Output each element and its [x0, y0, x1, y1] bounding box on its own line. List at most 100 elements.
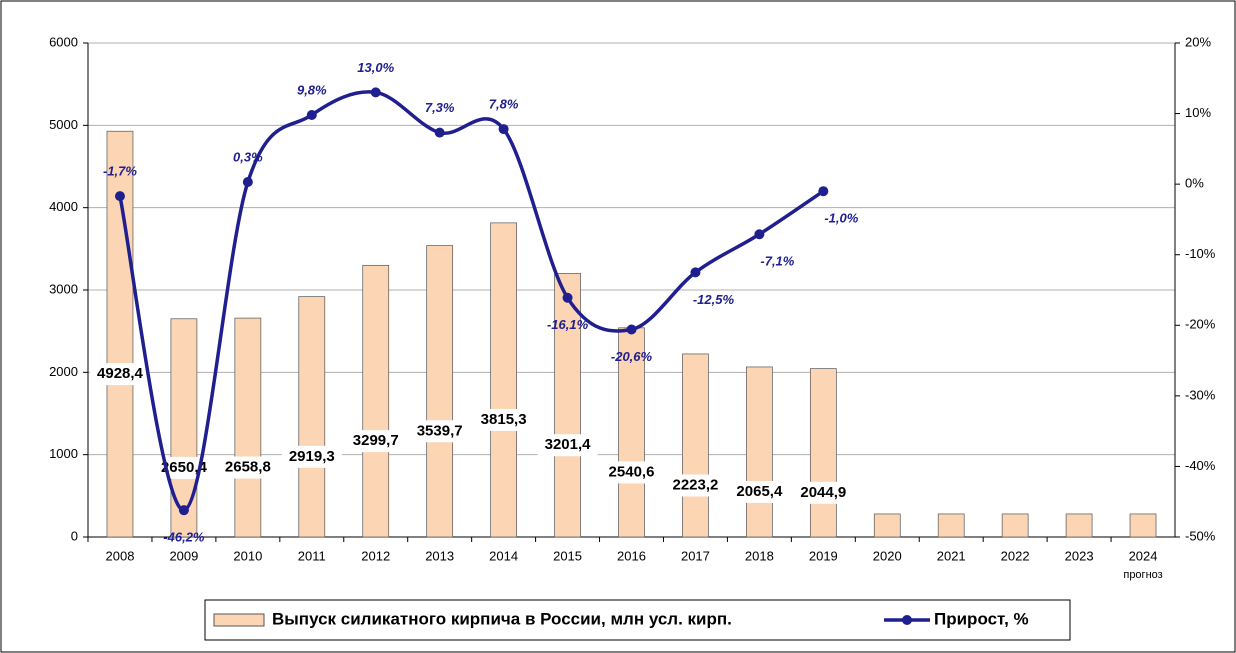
line-label: -1,0%	[824, 211, 858, 226]
x-tick-label: 2024	[1129, 548, 1158, 563]
value-label: 2650,4	[161, 459, 208, 476]
value-label: 2540,6	[609, 463, 655, 480]
value-label: 3201,4	[545, 436, 592, 453]
bar	[682, 353, 709, 538]
x-tick-label: 2009	[169, 548, 198, 563]
y-tick-label: 0	[71, 528, 78, 543]
line-label: 0,3%	[233, 149, 263, 164]
bar	[746, 366, 773, 538]
y-tick-label: 4000	[49, 199, 78, 214]
line-label: -1,7%	[103, 164, 137, 179]
y-tick-label: 2000	[49, 364, 78, 379]
bar	[873, 513, 901, 538]
y2-tick-label: -10%	[1185, 246, 1216, 261]
point	[370, 87, 381, 98]
y2-tick-label: 0%	[1185, 176, 1204, 191]
y2-tick-label: -30%	[1185, 387, 1216, 402]
point	[626, 324, 637, 335]
line	[118, 90, 825, 512]
x-tick-label: 2015	[553, 548, 582, 563]
legend-label: Прирост, %	[934, 609, 1029, 628]
point	[818, 186, 829, 197]
y-tick-label: 5000	[49, 117, 78, 132]
value-label-bg	[729, 480, 790, 503]
x-tick-label: 2019	[809, 548, 838, 563]
x-tick-label: 2016	[617, 548, 646, 563]
value-label-bg	[793, 481, 854, 504]
x-tick-label: 2020	[873, 548, 902, 563]
value-label: 3815,3	[481, 411, 527, 428]
line-label: 7,3%	[425, 100, 455, 115]
value-label: 2065,4	[736, 483, 783, 500]
x-tick-label: 2021	[937, 548, 966, 563]
y2-tick-label: 20%	[1185, 34, 1211, 49]
line-label: 9,8%	[297, 82, 327, 97]
bar	[809, 368, 837, 538]
bar	[618, 327, 645, 538]
value-label: 3299,7	[353, 432, 399, 449]
point	[306, 109, 317, 120]
bar	[362, 264, 390, 538]
point	[178, 505, 189, 516]
x-tick-label: 2014	[489, 548, 518, 563]
bar	[426, 245, 454, 538]
y2-tick-label: -20%	[1185, 317, 1216, 332]
point	[690, 267, 701, 278]
value-label: 3539,7	[417, 422, 463, 439]
legend-label: Выпуск силикатного кирпича в России, млн…	[272, 609, 732, 628]
y2-tick-label: -40%	[1185, 458, 1216, 473]
value-label-bg	[537, 434, 598, 457]
bar	[234, 317, 262, 538]
bar	[1001, 513, 1029, 538]
bar	[490, 222, 517, 538]
y-tick-label: 3000	[49, 281, 78, 296]
x-tick-label: 2012	[361, 548, 390, 563]
legend-swatch	[213, 613, 265, 627]
value-label-bg	[409, 420, 470, 443]
line-label: -7,1%	[760, 254, 794, 269]
y-tick-label: 6000	[49, 34, 78, 49]
point	[498, 124, 509, 135]
point	[242, 177, 253, 188]
value-label-bg	[345, 430, 406, 453]
line-label: 13,0%	[357, 60, 394, 75]
line-label: -16,1%	[547, 317, 589, 332]
point	[434, 127, 445, 138]
value-label: 2044,9	[800, 484, 846, 501]
value-label-bg	[665, 474, 726, 497]
forecast-note: прогноз	[1123, 569, 1162, 581]
line-label: 7,8%	[489, 97, 519, 112]
bar	[1129, 513, 1157, 538]
value-label: 2223,2	[672, 476, 718, 493]
value-label: 4928,4	[97, 365, 144, 382]
x-tick-label: 2010	[233, 548, 262, 563]
y2-tick-label: -50%	[1185, 528, 1216, 543]
value-label: 2658,8	[225, 459, 271, 476]
point	[754, 229, 765, 240]
value-label-bg	[89, 363, 150, 386]
value-label-bg	[217, 456, 278, 479]
x-tick-label: 2017	[681, 548, 710, 563]
x-tick-label: 2018	[745, 548, 774, 563]
bar	[937, 513, 965, 538]
value-label-bg	[601, 461, 662, 484]
x-tick-label: 2013	[425, 548, 454, 563]
point	[114, 191, 125, 202]
x-tick-label: 2008	[106, 548, 135, 563]
value-label-bg	[473, 408, 534, 431]
bar	[554, 273, 581, 538]
x-tick-label: 2022	[1001, 548, 1030, 563]
bar	[1065, 513, 1093, 538]
y2-tick-label: 10%	[1185, 105, 1211, 120]
x-tick-label: 2011	[298, 548, 326, 563]
legend-marker	[902, 615, 912, 625]
value-label: 2919,3	[289, 448, 335, 465]
bar	[298, 296, 326, 538]
value-label-bg	[281, 445, 342, 468]
point	[562, 292, 573, 303]
line-label: -46,2%	[163, 530, 205, 545]
bar	[170, 318, 198, 538]
y-tick-label: 1000	[49, 446, 78, 461]
